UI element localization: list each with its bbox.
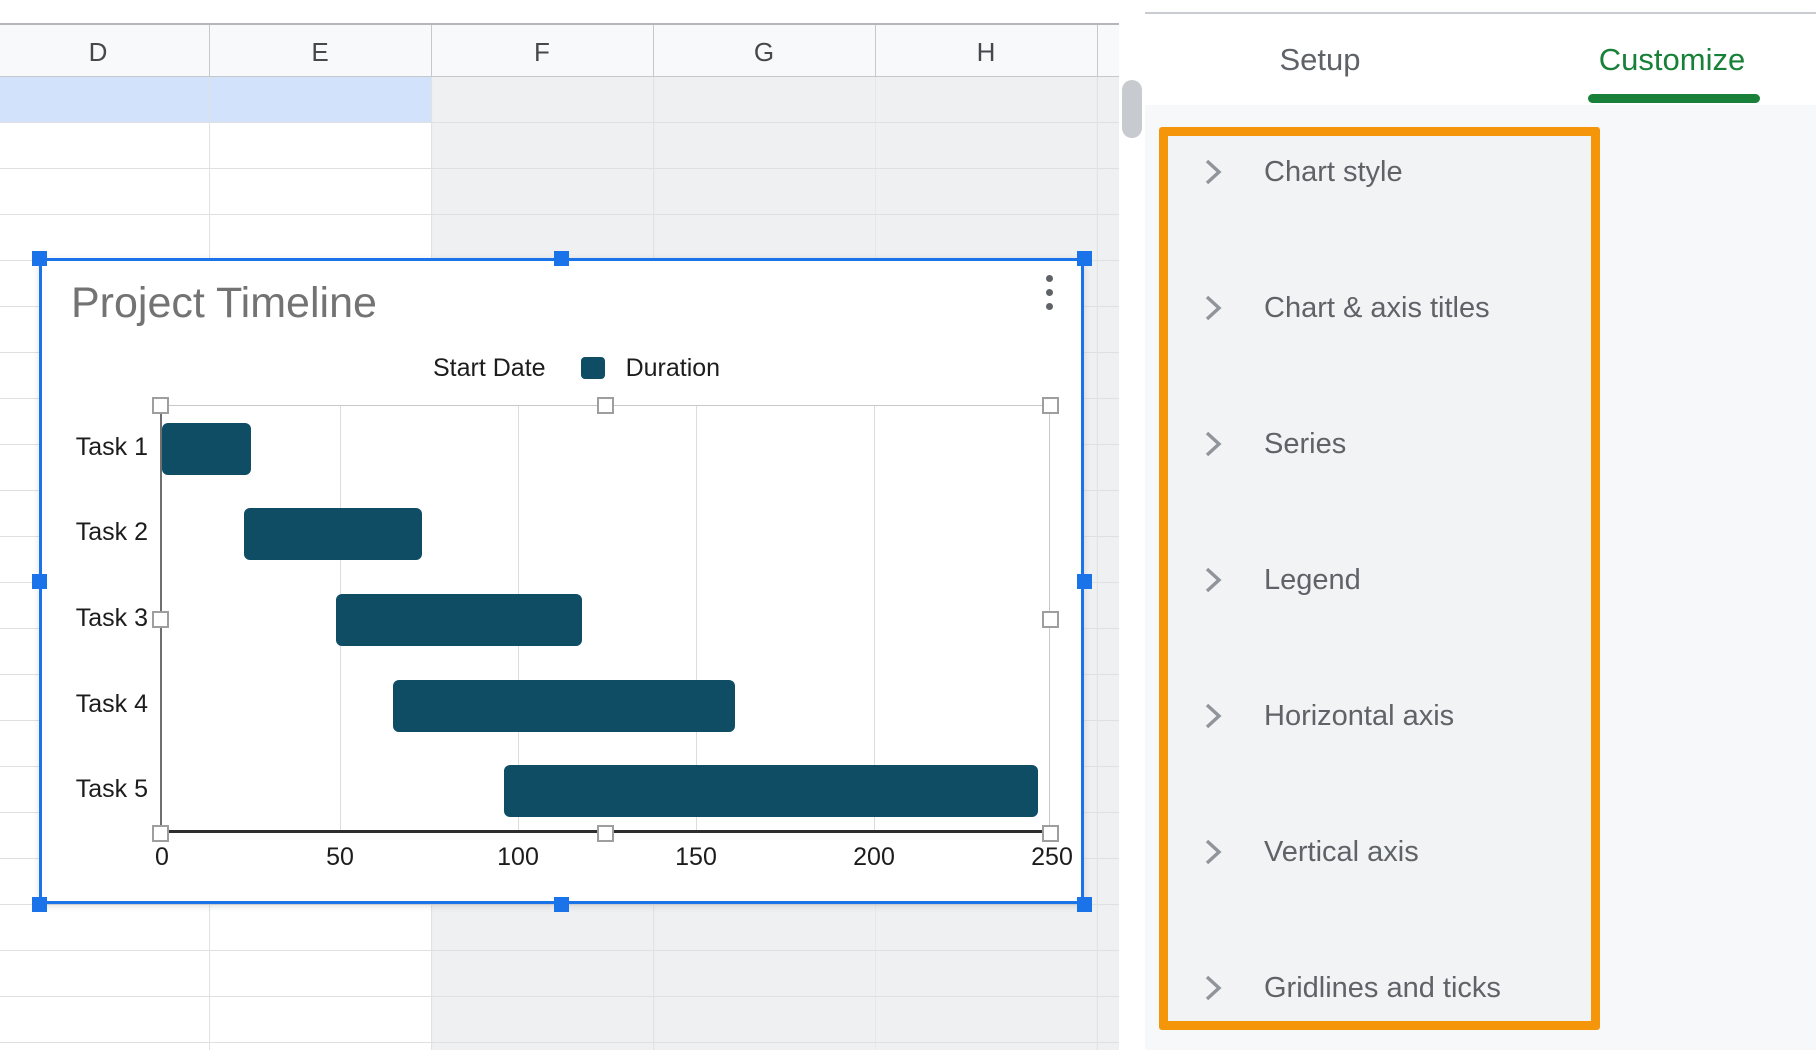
gridline bbox=[874, 406, 875, 832]
y-category-label: Task 5 bbox=[75, 775, 148, 803]
section-label: Gridlines and ticks bbox=[1264, 971, 1501, 1004]
plot-area-handle[interactable] bbox=[1042, 825, 1059, 842]
chevron-right-icon bbox=[1205, 159, 1222, 185]
section-label: Legend bbox=[1264, 563, 1361, 596]
section-vertical-axis[interactable]: Vertical axis bbox=[1168, 820, 1588, 884]
panel-top-divider bbox=[1145, 12, 1816, 14]
x-tick-label: 150 bbox=[675, 843, 717, 871]
chart-resize-handle[interactable] bbox=[32, 251, 47, 266]
chevron-right-icon bbox=[1205, 295, 1222, 321]
column-header-g[interactable]: G bbox=[753, 37, 775, 67]
x-tick-label: 250 bbox=[1031, 843, 1073, 871]
x-tick-label: 0 bbox=[155, 843, 169, 871]
tab-setup[interactable]: Setup bbox=[1279, 42, 1361, 77]
chart-resize-handle[interactable] bbox=[1077, 897, 1092, 912]
y-category-label: Task 4 bbox=[75, 690, 148, 718]
chart-resize-handle[interactable] bbox=[554, 251, 569, 266]
section-chart-axis-titles[interactable]: Chart & axis titles bbox=[1168, 276, 1588, 340]
highlight-box: Chart style Chart & axis titles Series Lege… bbox=[1159, 127, 1600, 1030]
column-header-f[interactable]: F bbox=[534, 37, 550, 67]
section-chart-style[interactable]: Chart style bbox=[1168, 140, 1588, 204]
plot-area-handle[interactable] bbox=[597, 825, 614, 842]
chevron-right-icon bbox=[1205, 975, 1222, 1001]
chart-legend: Start Date Duration bbox=[433, 353, 720, 383]
x-tick-label: 100 bbox=[497, 843, 539, 871]
chart-resize-handle[interactable] bbox=[1077, 251, 1092, 266]
column-header-row: D E F G H bbox=[0, 23, 1119, 77]
chart-resize-handle[interactable] bbox=[32, 574, 47, 589]
y-category-label: Task 1 bbox=[75, 433, 148, 461]
chart-resize-handle[interactable] bbox=[32, 897, 47, 912]
y-category-label: Task 2 bbox=[75, 518, 148, 546]
section-label: Vertical axis bbox=[1264, 835, 1419, 868]
plot-area-handle[interactable] bbox=[597, 397, 614, 414]
section-label: Series bbox=[1264, 427, 1347, 460]
column-header-h[interactable]: H bbox=[976, 37, 996, 67]
plot-area-handle[interactable] bbox=[1042, 611, 1059, 628]
embedded-chart[interactable]: Project Timeline Start Date Duration 0 50 1… bbox=[39, 258, 1084, 904]
chart-editor-panel: Setup Customize Chart style Chart & axis … bbox=[1145, 0, 1816, 1050]
chevron-right-icon bbox=[1205, 839, 1222, 865]
plot-area-handle[interactable] bbox=[152, 825, 169, 842]
chart-title: Project Timeline bbox=[71, 279, 377, 327]
chart-resize-handle[interactable] bbox=[554, 897, 569, 912]
active-tab-underline bbox=[1588, 94, 1760, 103]
plot-area-handle[interactable] bbox=[152, 611, 169, 628]
chart-menu-kebab-icon[interactable] bbox=[1035, 271, 1063, 323]
vertical-scrollbar-track[interactable] bbox=[1119, 0, 1145, 1050]
gridline bbox=[696, 406, 697, 832]
section-label: Chart style bbox=[1264, 155, 1403, 188]
legend-label: Duration bbox=[625, 353, 721, 382]
column-header-d[interactable]: D bbox=[88, 37, 108, 67]
legend-label: Start Date bbox=[433, 353, 546, 382]
section-legend[interactable]: Legend bbox=[1168, 548, 1588, 612]
chevron-right-icon bbox=[1205, 567, 1222, 593]
legend-swatch-duration bbox=[580, 357, 605, 379]
gantt-bar-task-4[interactable] bbox=[393, 680, 735, 732]
section-gridlines-and-ticks[interactable]: Gridlines and ticks bbox=[1168, 956, 1588, 1020]
plot-area-handle[interactable] bbox=[1042, 397, 1059, 414]
customize-panel-content: Chart style Chart & axis titles Series Lege… bbox=[1145, 105, 1816, 1050]
chart-resize-handle[interactable] bbox=[1077, 574, 1092, 589]
gantt-bar-task-2[interactable] bbox=[244, 508, 422, 560]
column-header-e[interactable]: E bbox=[311, 37, 329, 67]
gantt-bar-task-3[interactable] bbox=[336, 594, 582, 646]
gantt-bar-task-5[interactable] bbox=[504, 765, 1038, 817]
section-horizontal-axis[interactable]: Horizontal axis bbox=[1168, 684, 1588, 748]
chevron-right-icon bbox=[1205, 703, 1222, 729]
section-label: Horizontal axis bbox=[1264, 699, 1455, 732]
scrollbar-thumb[interactable] bbox=[1122, 80, 1142, 138]
section-series[interactable]: Series bbox=[1168, 412, 1588, 476]
tab-customize[interactable]: Customize bbox=[1598, 42, 1746, 77]
gantt-bar-task-1[interactable] bbox=[162, 423, 251, 475]
x-tick-label: 50 bbox=[326, 843, 354, 871]
chevron-right-icon bbox=[1205, 431, 1222, 457]
plot-area-handle[interactable] bbox=[152, 397, 169, 414]
section-label: Chart & axis titles bbox=[1264, 291, 1490, 324]
y-category-label: Task 3 bbox=[75, 604, 148, 632]
plot-area: 0 50 100 150 200 250 Task 1 Task 2 Task 3 Task 4 T… bbox=[76, 405, 1073, 871]
x-tick-label: 200 bbox=[853, 843, 895, 871]
